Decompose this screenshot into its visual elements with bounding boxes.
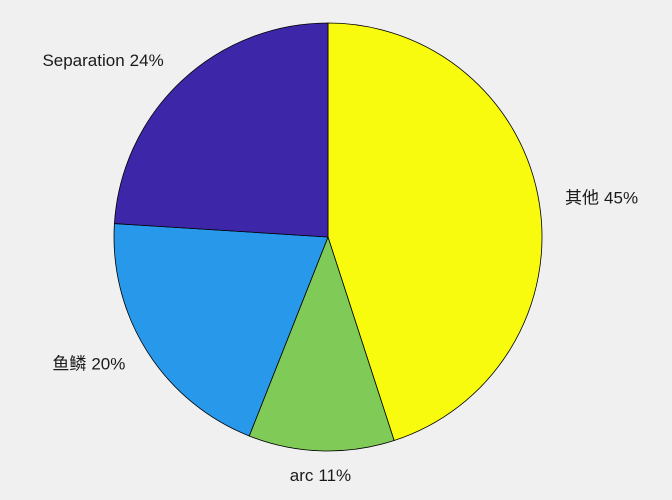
slice-percent: 45%: [604, 189, 638, 208]
slice-percent: 20%: [91, 355, 125, 374]
slice-label: Separation 24%: [42, 52, 163, 71]
slice-name: Separation: [42, 52, 124, 71]
slice-percent: 24%: [130, 52, 164, 71]
pie-slice: [113, 22, 329, 238]
slice-name: 其他: [565, 189, 599, 208]
slice-name: arc: [290, 466, 314, 485]
slice-percent: 11%: [318, 466, 351, 485]
pie-slice: [113, 223, 329, 437]
pie-slice: [248, 235, 395, 452]
slice-name: 鱼鳞: [52, 355, 86, 374]
pie-slice: [327, 22, 543, 442]
slice-label: arc 11%: [290, 466, 351, 485]
slice-label: 鱼鳞 20%: [52, 355, 125, 374]
slice-label: 其他 45%: [565, 189, 638, 208]
